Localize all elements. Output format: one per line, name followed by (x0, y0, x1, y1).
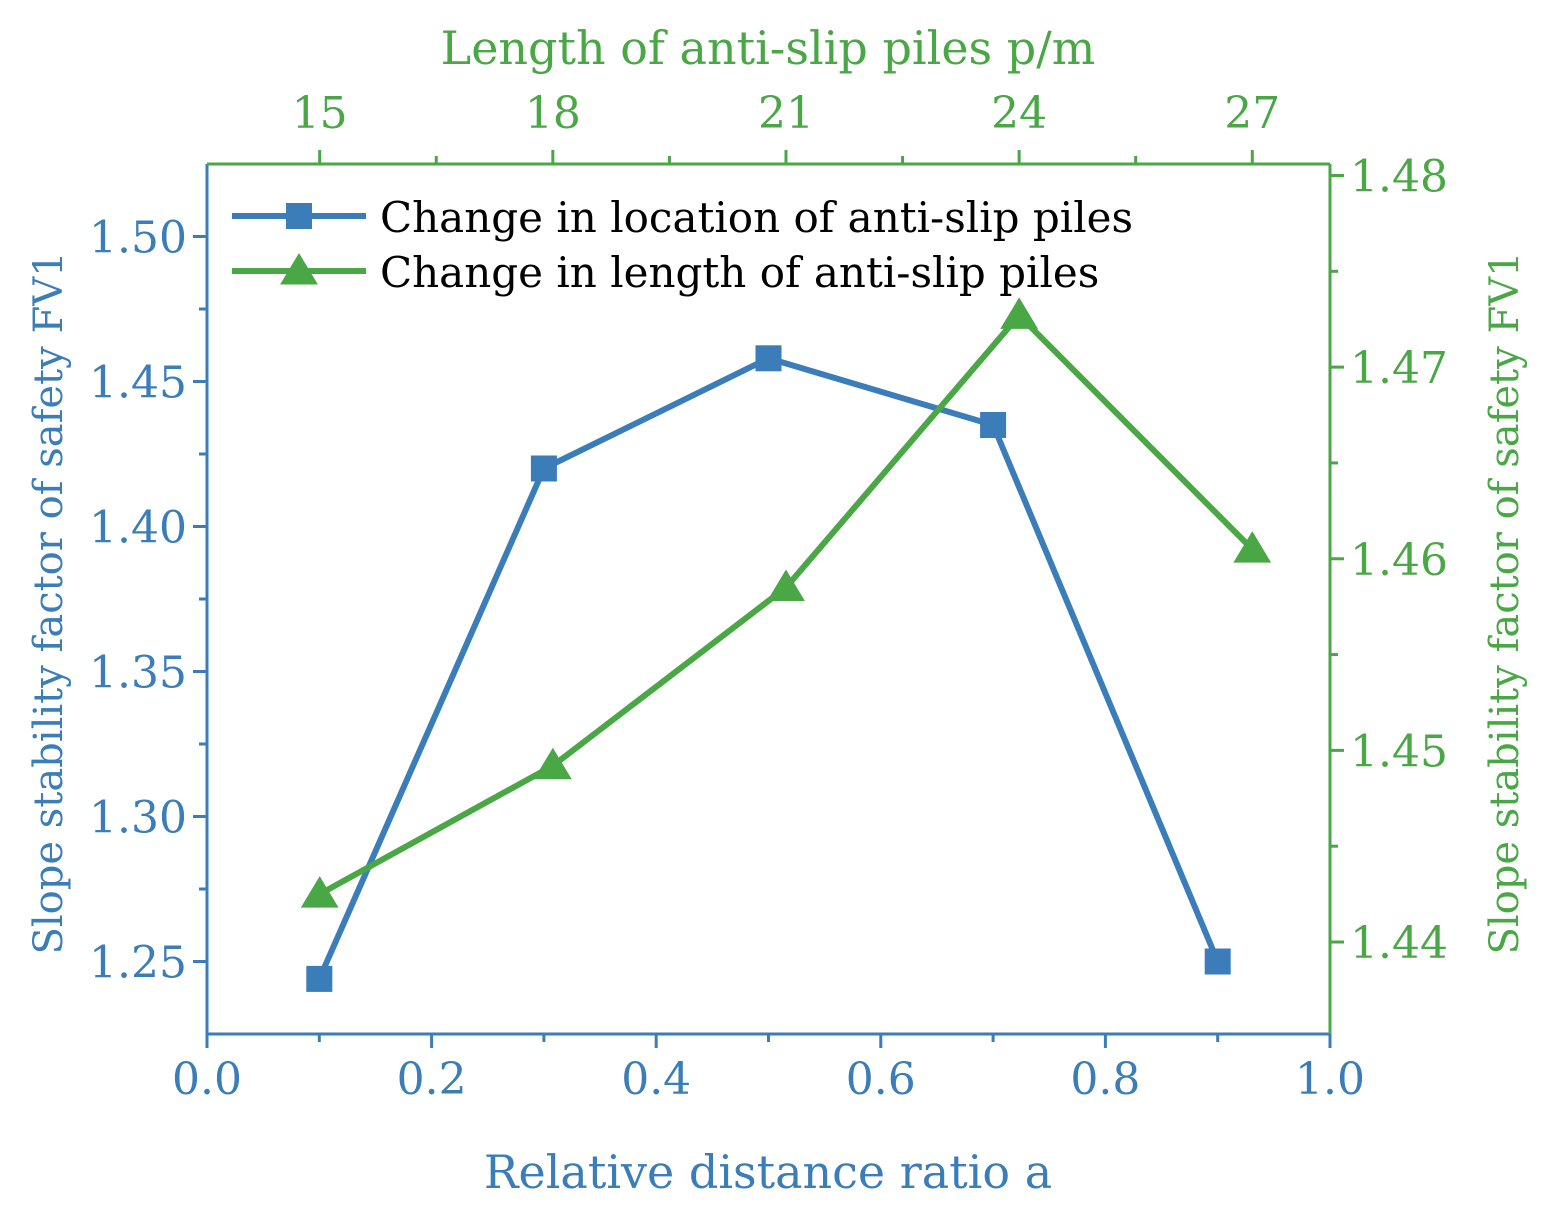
left-tick-label: 1.35 (89, 648, 187, 699)
series-1-triangle-marker (1233, 531, 1272, 563)
legend-label-0: Change in location of anti-slip piles (380, 193, 1133, 242)
series-1-triangle-marker (533, 747, 572, 780)
bottom-tick-label: 0.8 (1070, 1054, 1140, 1105)
bottom-tick-label: 0.0 (172, 1054, 242, 1105)
left-tick-label: 1.30 (89, 793, 187, 844)
series-0-square-marker (755, 345, 782, 372)
right-axis-title: Slope stability factor of safety FV1 (1482, 251, 1528, 954)
legend: Change in location of anti-slip piles Cha… (232, 193, 1133, 297)
bottom-axis-title: Relative distance ratio a (484, 1145, 1052, 1199)
top-tick-label: 27 (1224, 88, 1280, 139)
bottom-tick-label: 0.4 (621, 1054, 691, 1105)
top-tick-label: 24 (991, 88, 1047, 139)
left-tick-label: 1.25 (89, 938, 187, 989)
series-0-line (316, 355, 1221, 981)
series-0-square-marker (530, 455, 557, 482)
legend-triangle-marker (280, 253, 318, 285)
top-axis-title: Length of anti-slip piles p/m (441, 21, 1096, 75)
top-tick-label: 15 (292, 88, 348, 139)
top-tick-label: 18 (525, 88, 581, 139)
bottom-tick-label: 0.2 (397, 1054, 467, 1105)
right-tick-label: 1.45 (1350, 726, 1448, 777)
left-tick-label: 1.45 (89, 358, 187, 409)
left-tick-label: 1.40 (89, 503, 187, 554)
right-tick-label: 1.46 (1350, 535, 1448, 586)
series-1-triangle-marker (300, 876, 339, 908)
left-axis-title: Slope stability factor of safety FV1 (26, 251, 72, 954)
series-1-triangle-marker (1000, 297, 1039, 329)
right-tick-label: 1.48 (1350, 151, 1448, 202)
series-layer (300, 297, 1272, 992)
legend-square-marker (286, 203, 312, 229)
axis-ticks: 0.0 0.2 0.4 0.6 0.8 1.0 1.25 1.30 1.35 1.40 1.45 1.… (89, 88, 1448, 1105)
series-0-square-marker (980, 412, 1007, 438)
right-tick-label: 1.44 (1350, 918, 1448, 969)
top-tick-label: 21 (758, 88, 814, 139)
left-tick-label: 1.50 (89, 213, 187, 264)
series-0-square-marker (1204, 948, 1231, 975)
series-1-triangle-marker (767, 569, 805, 602)
bottom-tick-label: 1.0 (1295, 1054, 1365, 1105)
series-0-square-marker (306, 965, 333, 992)
series-1-line (318, 312, 1255, 897)
right-tick-label: 1.47 (1350, 343, 1448, 394)
bottom-tick-label: 0.6 (846, 1054, 916, 1105)
legend-label-1: Change in length of anti-slip piles (380, 248, 1099, 297)
